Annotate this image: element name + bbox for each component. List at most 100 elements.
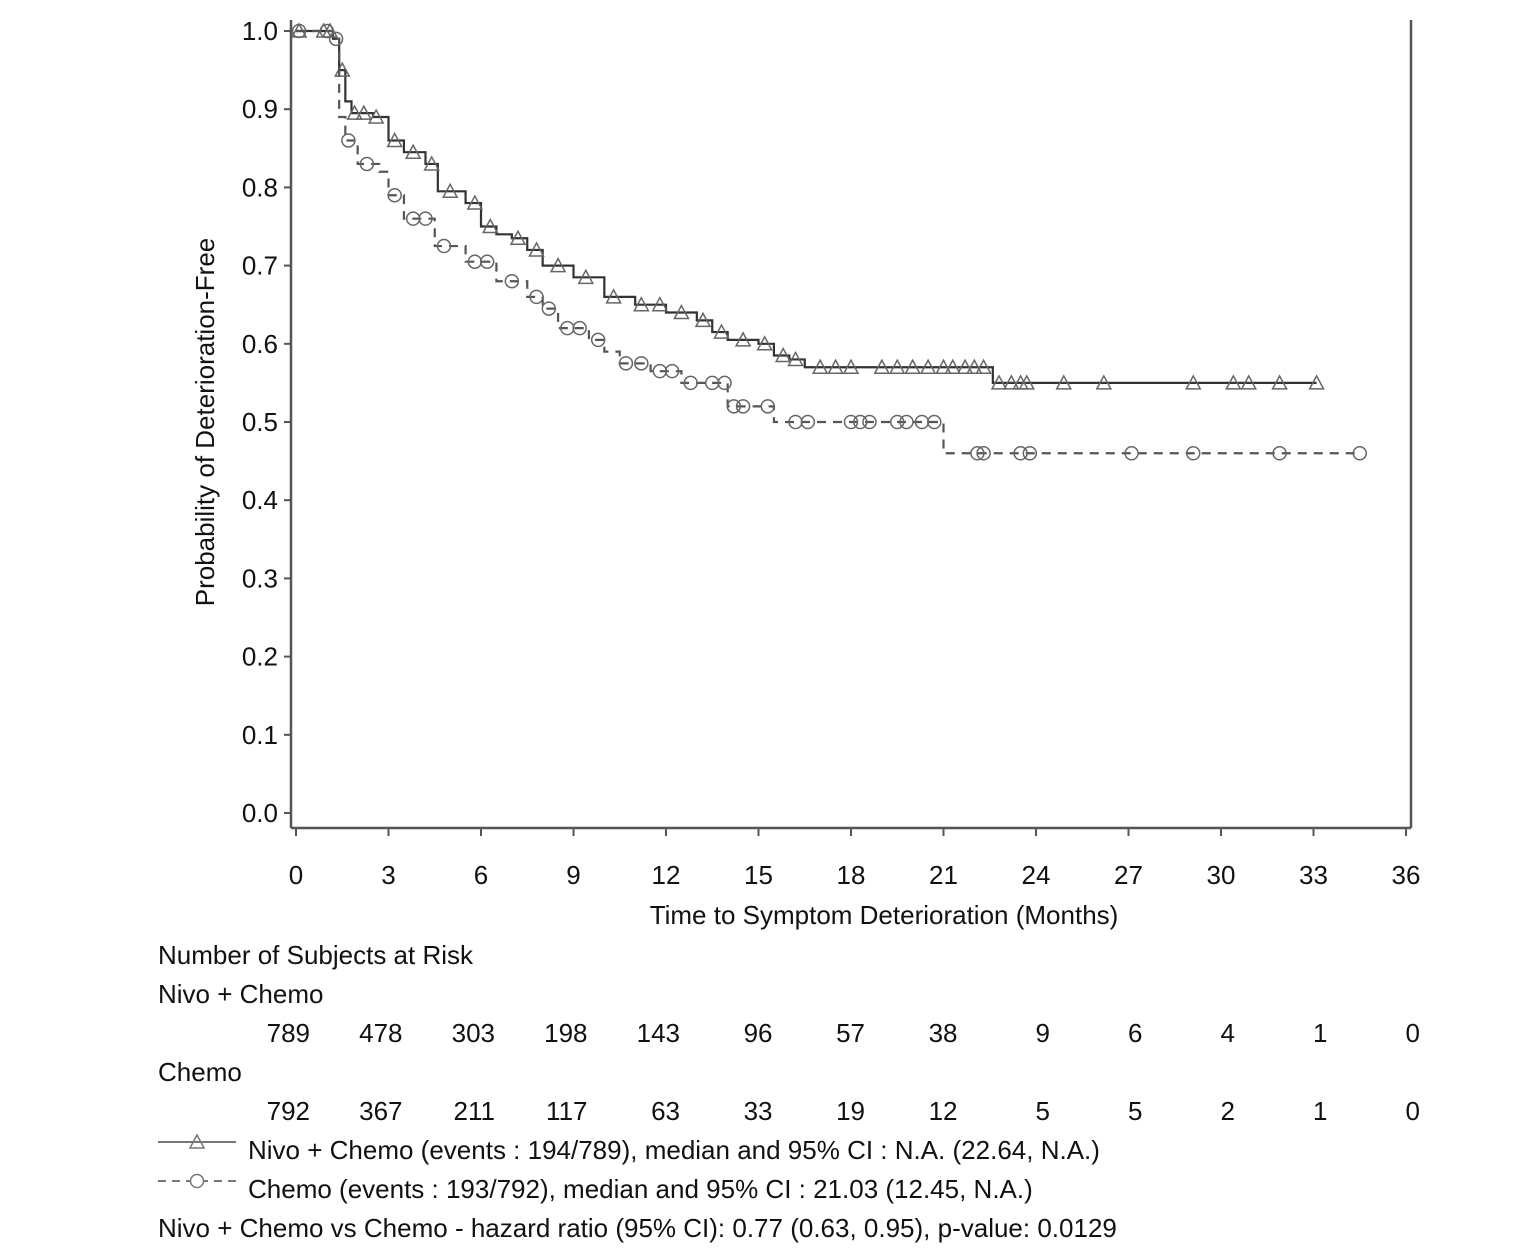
censor-marker-triangle (509, 229, 527, 245)
chemo-curve (296, 29, 1360, 455)
censor-marker-circle (504, 273, 520, 289)
risk-count: 198 (544, 1018, 587, 1048)
y-tick-label: 0.6 (242, 329, 278, 359)
risk-count: 0 (1406, 1018, 1420, 1048)
x-tick-label: 0 (289, 860, 303, 890)
y-tick-label: 0.4 (242, 485, 278, 515)
censor-marker-triangle (355, 104, 373, 120)
risk-group-label-nivo: Nivo + Chemo (158, 979, 323, 1009)
censor-marker-triangle (367, 108, 385, 124)
censor-marker-circle (862, 414, 877, 430)
censor-marker-triangle (774, 346, 792, 363)
censor-marker-triangle (990, 374, 1008, 390)
legend-chemo-text: Chemo (events : 193/792), median and 95%… (248, 1174, 1033, 1204)
censor-marker-triangle (904, 358, 921, 375)
censor-marker-circle (1272, 446, 1287, 461)
y-tick-label: 0.1 (242, 720, 278, 750)
risk-count: 367 (359, 1096, 402, 1126)
censor-marker-circle (899, 414, 914, 430)
censor-marker-circle (572, 320, 587, 336)
censor-marker-circle (590, 332, 606, 348)
censor-marker-circle (387, 187, 402, 203)
y-tick-label: 0.9 (242, 94, 278, 124)
censor-marker-triangle (827, 358, 844, 375)
risk-group-label-chemo: Chemo (158, 1057, 242, 1087)
censor-marker-triangle (811, 358, 829, 375)
nivo-chemo-curve (296, 29, 1317, 384)
censor-marker-triangle (1018, 374, 1036, 390)
x-tick-label: 3 (381, 860, 395, 890)
triangle-marker-icon (188, 1133, 206, 1149)
censor-marker-circle (735, 399, 751, 414)
censor-marker-circle (970, 446, 985, 461)
censor-marker-circle (319, 23, 335, 39)
legend-nivo: Nivo + Chemo (events : 194/789), median … (158, 1133, 1100, 1165)
risk-count: 19 (836, 1096, 865, 1126)
censor-marker-triangle (1184, 374, 1202, 390)
risk-count: 38 (929, 1018, 958, 1048)
censor-marker-circle (800, 414, 816, 430)
censor-marker-circle (341, 133, 356, 148)
risk-count: 792 (267, 1096, 310, 1126)
censor-marker-circle (541, 301, 557, 316)
censor-marker-circle (436, 238, 452, 254)
censor-marker-triangle (577, 268, 595, 285)
censor-marker-circle (1124, 446, 1139, 461)
risk-count: 12 (929, 1096, 958, 1126)
censor-marker-circle (683, 375, 698, 391)
censor-marker-circle (1186, 446, 1201, 461)
censor-marker-circle (328, 31, 344, 47)
y-tick-label: 0.7 (242, 251, 278, 281)
censor-marker-triangle (386, 131, 403, 148)
risk-count: 5 (1036, 1096, 1050, 1126)
censor-marker-circle (634, 356, 649, 371)
censor-marker-triangle (1271, 374, 1288, 390)
censor-marker-triangle (756, 335, 773, 351)
legend-nivo-text: Nivo + Chemo (events : 194/789), median … (248, 1135, 1100, 1165)
risk-count: 57 (836, 1018, 865, 1048)
censor-marker-triangle (633, 296, 650, 312)
risk-count: 9 (1036, 1018, 1050, 1048)
censor-marker-triangle (651, 296, 669, 312)
censor-marker-triangle (1240, 374, 1258, 390)
censor-marker-circle (1022, 446, 1038, 461)
risk-count: 6 (1128, 1018, 1142, 1048)
x-tick-label: 24 (1022, 860, 1051, 890)
censor-marker-triangle (528, 241, 545, 257)
censor-marker-circle (976, 446, 991, 461)
legend-chemo: Chemo (events : 193/792), median and 95%… (158, 1173, 1033, 1204)
censor-marker-triangle (549, 257, 567, 273)
censor-marker-triangle (734, 331, 752, 347)
risk-count: 5 (1128, 1096, 1142, 1126)
x-tick-label: 36 (1392, 860, 1421, 890)
censor-marker-triangle (1095, 374, 1113, 390)
y-tick-label: 0.0 (242, 798, 278, 828)
censor-marker-triangle (694, 311, 712, 328)
risk-count: 478 (359, 1018, 402, 1048)
censor-marker-circle (890, 414, 905, 430)
censor-marker-circle (529, 289, 544, 305)
y-axis-label: Probability of Deterioration-Free (190, 238, 220, 607)
censor-marker-triangle (466, 194, 484, 210)
censor-marker-triangle (404, 143, 422, 159)
risk-count: 1 (1313, 1018, 1327, 1048)
censor-marker-triangle (966, 358, 983, 375)
censor-marker-triangle (919, 358, 937, 375)
censor-marker-triangle (975, 358, 992, 375)
censor-marker-circle (618, 356, 634, 371)
censor-marker-triangle (346, 104, 363, 120)
x-tick-label: 33 (1299, 860, 1328, 890)
risk-count: 0 (1406, 1096, 1420, 1126)
censor-marker-triangle (787, 350, 804, 367)
censor-marker-triangle (944, 358, 962, 375)
x-tick-label: 30 (1207, 860, 1236, 890)
censor-marker-triangle (842, 358, 860, 375)
risk-count: 143 (637, 1018, 680, 1048)
censor-marker-circle (726, 399, 742, 414)
x-tick-label: 21 (929, 860, 958, 890)
risk-count: 789 (267, 1018, 310, 1048)
x-axis-label: Time to Symptom Deterioration (Months) (650, 900, 1119, 930)
censor-marker-circle (291, 23, 307, 39)
x-tick-label: 6 (474, 860, 488, 890)
y-tick-label: 0.8 (242, 172, 278, 202)
